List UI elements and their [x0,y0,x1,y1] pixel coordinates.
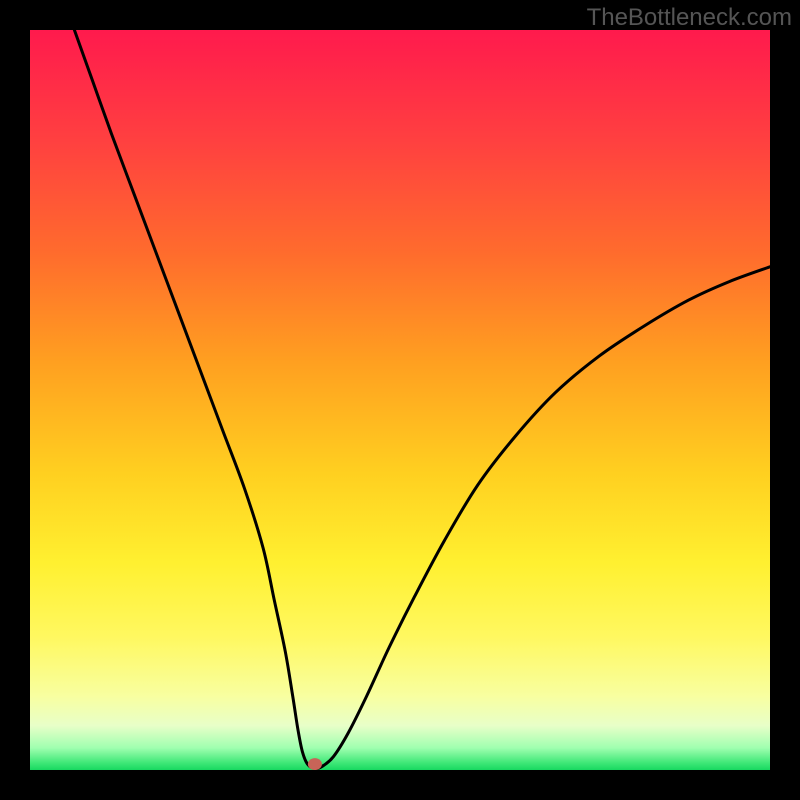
bottleneck-curve [74,30,770,769]
watermark-text: TheBottleneck.com [587,4,792,32]
stage: TheBottleneck.com [0,0,800,800]
optimum-marker [308,758,322,770]
curve-layer [30,30,770,770]
plot-area [30,30,770,770]
